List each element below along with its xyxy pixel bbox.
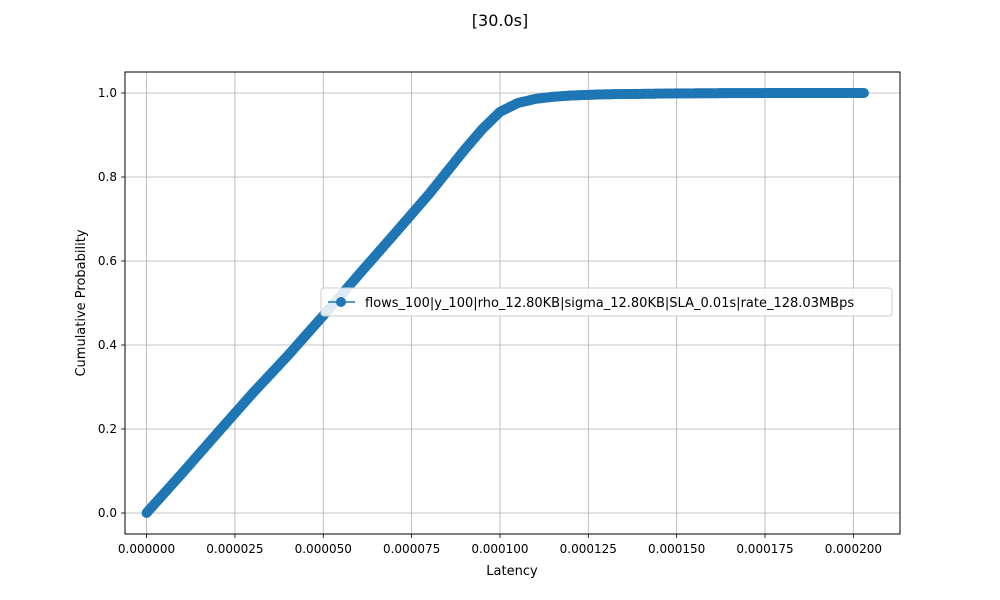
plot-frame — [124, 71, 901, 535]
legend-box — [320, 287, 893, 317]
x-tick-label: 0.000050 — [295, 542, 352, 556]
y-tick-label: 0.4 — [98, 338, 117, 352]
data-point — [858, 88, 869, 98]
x-tick-label: 0.000025 — [206, 542, 263, 556]
y-tick-label: 0.0 — [98, 506, 117, 520]
x-axis-label: Latency — [486, 564, 538, 579]
y-tick-label: 0.8 — [98, 170, 117, 184]
x-tick-label: 0.000000 — [118, 542, 175, 556]
x-tick-label: 0.000075 — [383, 542, 440, 556]
x-tick-label: 0.000200 — [825, 542, 882, 556]
x-tick-label: 0.000125 — [560, 542, 617, 556]
x-tick-label: 0.000150 — [648, 542, 705, 556]
x-tick-label: 0.000175 — [736, 542, 793, 556]
legend-label: flows_100|y_100|rho_12.80KB|sigma_12.80K… — [365, 296, 854, 311]
y-axis-ticks: 0.0 0.2 0.4 0.6 0.8 1.0 — [98, 86, 125, 520]
y-axis-label: Cumulative Probability — [74, 229, 89, 376]
x-tick-label: 0.000100 — [471, 542, 528, 556]
grid — [125, 72, 900, 534]
chart-title: [30.0s] — [472, 11, 528, 30]
legend-marker — [336, 297, 346, 307]
y-tick-label: 0.6 — [98, 254, 117, 268]
legend: flows_100|y_100|rho_12.80KB|sigma_12.80K… — [320, 287, 893, 317]
y-tick-label: 1.0 — [98, 86, 117, 100]
y-tick-label: 0.2 — [98, 422, 117, 436]
x-axis-ticks: 0.000000 0.000025 0.000050 0.000075 0.000100… — [118, 534, 882, 556]
